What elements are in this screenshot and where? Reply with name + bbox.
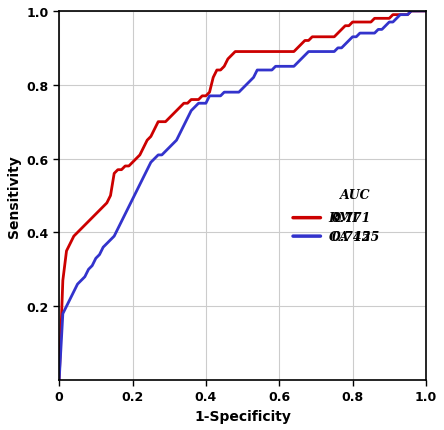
Text: AUC: AUC	[340, 189, 371, 202]
Text: CA 125: CA 125	[329, 230, 379, 243]
Text: 0.771: 0.771	[332, 212, 371, 224]
Y-axis label: Sensitivity: Sensitivity	[7, 155, 21, 237]
X-axis label: 1-Specificity: 1-Specificity	[194, 409, 291, 423]
Text: 0.745: 0.745	[332, 230, 371, 243]
Text: RMI: RMI	[329, 212, 359, 224]
